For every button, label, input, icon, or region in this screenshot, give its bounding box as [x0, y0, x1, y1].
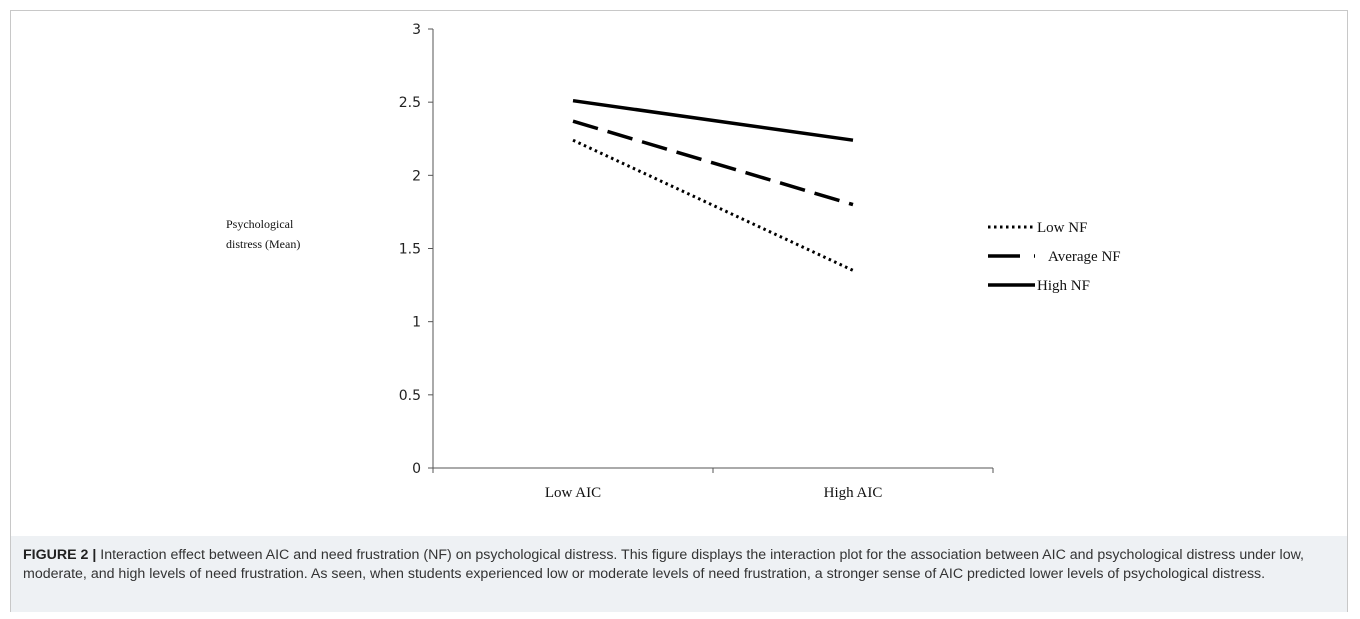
x-axis: Low AIC High AIC [432, 467, 994, 501]
figure-panel: 0 0.5 1 1.5 2 2.5 3 Low AIC High AIC Psychologi… [10, 10, 1348, 612]
y-tick-label: 0 [412, 461, 421, 477]
y-tick-label: 0.5 [399, 388, 421, 404]
interaction-chart: 0 0.5 1 1.5 2 2.5 3 Low AIC High AIC Psychologi… [226, 22, 1121, 501]
y-axis-label-line: distress (Mean) [226, 237, 300, 251]
y-tick-label: 2.5 [399, 95, 421, 111]
y-tick-label: 1 [412, 315, 421, 331]
y-tick-label: 2 [412, 168, 421, 184]
series-line-high-nf [572, 98, 854, 142]
series-line-average-nf [572, 119, 854, 207]
y-axis-label: Psychological distress (Mean) [226, 217, 300, 251]
y-tick-label: 3 [412, 22, 421, 38]
series-line-low-nf [572, 138, 854, 272]
legend: Low NF Average NF High NF [988, 220, 1121, 294]
legend-label: Average NF [1048, 249, 1121, 265]
x-tick-label: Low AIC [545, 485, 601, 501]
x-tick-label: High AIC [824, 485, 883, 501]
caption-text: Interaction effect between AIC and need … [23, 547, 1304, 582]
y-tick-label: 1.5 [399, 242, 421, 258]
legend-label: Low NF [1037, 220, 1087, 236]
y-axis-label-line: Psychological [226, 217, 294, 231]
y-axis: 0 0.5 1 1.5 2 2.5 3 [399, 22, 434, 477]
caption-label: FIGURE 2 | [23, 547, 97, 563]
figure-caption: FIGURE 2 | Interaction effect between AI… [11, 536, 1347, 612]
legend-label: High NF [1037, 278, 1090, 294]
series-lines [572, 98, 854, 272]
